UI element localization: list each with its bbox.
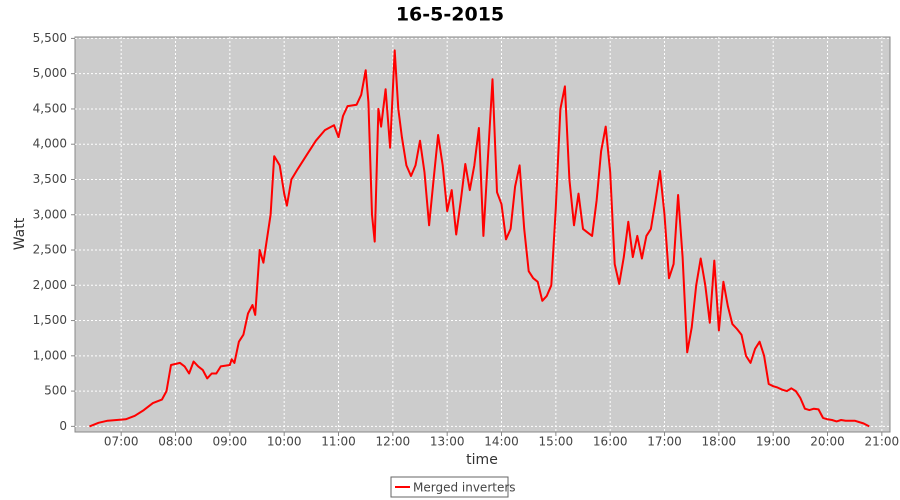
legend: Merged inverters — [390, 476, 516, 498]
x-tick-label: 15:00 — [539, 435, 574, 449]
y-tick-label: 1,500 — [33, 313, 67, 327]
y-tick-label: 2,000 — [33, 278, 67, 292]
y-tick-label: 5,500 — [33, 31, 67, 45]
y-tick-label: 5,000 — [33, 66, 67, 80]
x-tick-label: 16:00 — [593, 435, 628, 449]
x-tick-label: 20:00 — [810, 435, 845, 449]
x-tick-label: 19:00 — [756, 435, 791, 449]
y-tick-label: 500 — [44, 384, 67, 398]
x-tick-label: 12:00 — [376, 435, 411, 449]
x-axis-title: time — [466, 452, 498, 468]
x-tick-label: 08:00 — [158, 435, 193, 449]
chart-title: 16-5-2015 — [396, 4, 504, 26]
y-tick-label: 4,000 — [33, 137, 67, 151]
y-tick-label: 4,500 — [33, 101, 67, 115]
x-tick-label: 10:00 — [267, 435, 302, 449]
x-tick-label: 09:00 — [213, 435, 248, 449]
line-series — [89, 49, 870, 428]
x-tick-label: 21:00 — [865, 435, 900, 449]
y-tick-label: 2,500 — [33, 243, 67, 257]
x-tick-label: 18:00 — [702, 435, 737, 449]
y-tick-label: 3,500 — [33, 172, 67, 186]
y-tick-label: 1,000 — [33, 348, 67, 362]
x-tick-label: 17:00 — [647, 435, 682, 449]
y-axis-title: Watt — [12, 217, 28, 250]
x-tick-label: 13:00 — [430, 435, 465, 449]
y-tick-label: 3,000 — [33, 207, 67, 221]
y-tick-label: 0 — [59, 419, 67, 433]
legend-box — [390, 476, 509, 498]
x-tick-label: 07:00 — [104, 435, 139, 449]
legend-label: Merged inverters — [413, 481, 516, 495]
x-tick-label: 11:00 — [321, 435, 356, 449]
x-tick-label: 14:00 — [484, 435, 519, 449]
